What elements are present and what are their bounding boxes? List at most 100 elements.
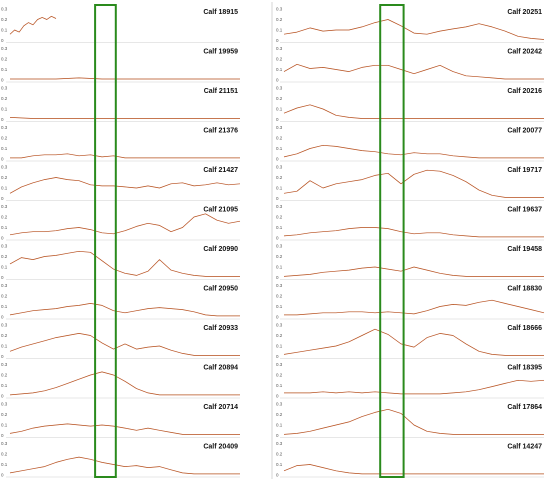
- panel-calf-20714: 0 0.1 0.2 0.3 Calf 20714: [1, 402, 240, 438]
- panel-calf-18830: 0 0.1 0.2 0.3 Calf 18830: [276, 283, 545, 320]
- series-line: [9, 333, 240, 356]
- y-tick-label: 0.2: [1, 412, 8, 417]
- series-band: [283, 328, 544, 356]
- y-tick-label: 0.2: [276, 333, 283, 338]
- y-tick-label: 0.3: [1, 244, 8, 249]
- y-tick-label: 0.3: [276, 86, 283, 91]
- y-tick-label: 0.1: [276, 28, 283, 33]
- panel-label: Calf 19458: [507, 246, 542, 253]
- panel-label: Calf 20933: [203, 325, 238, 332]
- series-line: [284, 299, 545, 316]
- y-tick-label: 0.2: [1, 333, 8, 338]
- y-tick-label: 0.1: [276, 107, 283, 112]
- y-tick-label: 0.1: [1, 423, 8, 428]
- panel-label: Calf 18830: [507, 286, 542, 293]
- y-tick-label: 0: [1, 394, 4, 399]
- panel-label: Calf 20950: [203, 286, 238, 293]
- y-tick-label: 0.1: [1, 28, 8, 33]
- y-tick-label: 0.1: [276, 146, 283, 151]
- y-tick-label: 0: [276, 196, 279, 201]
- y-tick-label: 0.3: [1, 7, 8, 12]
- y-tick-label: 0.2: [276, 175, 283, 180]
- series-band: [283, 227, 544, 238]
- series-line: [9, 213, 241, 236]
- series-band: [9, 456, 240, 475]
- series-band: [9, 250, 240, 277]
- y-tick-label: 0.3: [1, 204, 8, 209]
- panel-label: Calf 20714: [203, 404, 238, 411]
- panel-label: Calf 21095: [203, 207, 238, 214]
- y-tick-label: 0.1: [276, 225, 283, 230]
- panel-label: Calf 21151: [204, 88, 238, 95]
- panel-calf-19458: 0 0.1 0.2 0.3 Calf 19458: [276, 244, 544, 280]
- series-band: [283, 144, 544, 159]
- series-line: [9, 423, 240, 435]
- y-tick-label: 0.3: [276, 323, 283, 328]
- series-line: [283, 266, 544, 277]
- panel-calf-21427: 0 0.1 0.2 0.3 Calf 21427: [1, 165, 241, 201]
- panel-label: Calf 19637: [507, 207, 542, 214]
- series-line: [283, 408, 544, 435]
- panel-label: Calf 20409: [203, 444, 238, 451]
- series-band: [9, 332, 240, 356]
- y-tick-label: 0: [276, 117, 279, 122]
- y-tick-label: 0.2: [1, 57, 8, 62]
- series-band: [9, 423, 240, 435]
- y-tick-label: 0.3: [1, 165, 8, 170]
- series-line: [9, 371, 240, 396]
- series-line: [9, 15, 57, 35]
- panel-calf-21376: 0 0.1 0.2 0.3 Calf 21376: [1, 125, 240, 162]
- y-tick-label: 0.1: [276, 67, 283, 72]
- y-tick-label: 0.2: [1, 96, 8, 101]
- y-tick-label: 0.3: [1, 402, 8, 407]
- y-tick-label: 0: [1, 196, 4, 201]
- y-tick-label: 0.1: [276, 265, 283, 270]
- y-tick-label: 0.3: [276, 204, 283, 209]
- y-tick-label: 0: [276, 433, 279, 438]
- series-line: [283, 144, 544, 159]
- series-band: [283, 464, 544, 475]
- y-tick-label: 0.1: [1, 107, 8, 112]
- series-band: [10, 153, 240, 159]
- y-tick-label: 0: [1, 473, 4, 478]
- series-line: [283, 328, 544, 356]
- series-band: [283, 19, 545, 40]
- panel-label: Calf 21376: [203, 128, 238, 135]
- y-tick-label: 0.2: [1, 254, 8, 259]
- y-tick-label: 0.3: [276, 46, 283, 51]
- y-tick-label: 0.2: [1, 175, 8, 180]
- panel-label: Calf 18915: [203, 9, 238, 16]
- y-tick-label: 0: [276, 275, 279, 280]
- panel-calf-21151: 0 0.1 0.2 0.3 Calf 21151: [1, 86, 240, 122]
- y-tick-label: 0.3: [1, 323, 8, 328]
- panel-label: Calf 14247: [507, 444, 542, 451]
- panel-calf-14247: 0 0.1 0.2 0.3 Calf 14247: [276, 441, 544, 478]
- y-tick-label: 0: [1, 157, 4, 162]
- y-tick-label: 0.2: [1, 373, 8, 378]
- panel-calf-17864: 0 0.1 0.2 0.3 Calf 17864: [276, 402, 544, 438]
- y-tick-label: 0: [276, 315, 279, 320]
- y-tick-label: 0.2: [276, 412, 283, 417]
- y-tick-label: 0.1: [276, 423, 283, 428]
- panel-calf-20242: 0 0.1 0.2 0.3 Calf 20242: [276, 46, 544, 83]
- y-tick-label: 0.3: [276, 165, 283, 170]
- y-tick-label: 0.1: [1, 146, 8, 151]
- panel-label: Calf 20216: [507, 88, 542, 95]
- y-tick-label: 0.3: [1, 441, 8, 446]
- series-line: [283, 104, 544, 119]
- panel-calf-20409: 0 0.1 0.2 0.3 Calf 20409: [1, 441, 240, 478]
- series-line: [9, 177, 241, 194]
- series-line: [9, 456, 240, 475]
- panel-calf-18395: 0 0.1 0.2 0.3 Calf 18395: [276, 362, 545, 399]
- series-line: [9, 303, 240, 317]
- panel-calf-18666: 0 0.1 0.2 0.3 Calf 18666: [276, 323, 544, 359]
- y-tick-label: 0.1: [276, 304, 283, 309]
- series-line: [283, 169, 544, 198]
- y-tick-label: 0: [1, 236, 4, 241]
- y-tick-label: 0: [276, 473, 279, 478]
- series-line: [9, 250, 240, 277]
- y-tick-label: 0: [276, 236, 279, 241]
- y-tick-label: 0: [276, 38, 279, 43]
- series-band: [9, 15, 57, 35]
- y-tick-label: 0: [1, 38, 4, 43]
